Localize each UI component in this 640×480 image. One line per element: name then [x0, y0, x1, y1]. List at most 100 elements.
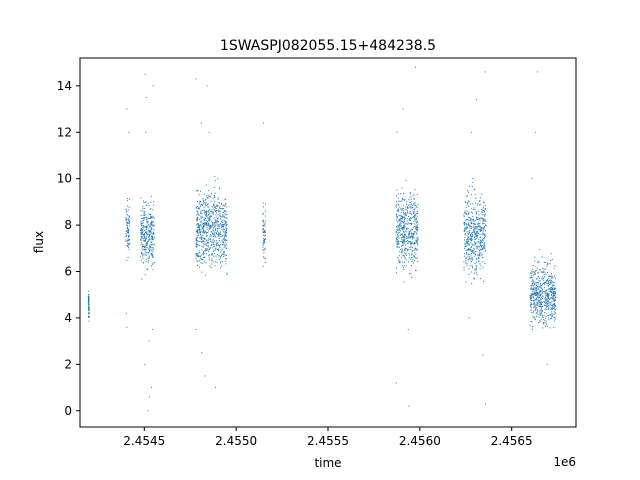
data-point [537, 298, 539, 300]
data-point [414, 241, 416, 243]
data-point [150, 215, 152, 217]
data-point [552, 307, 554, 309]
data-point [542, 305, 544, 307]
outlier-point [201, 352, 203, 354]
data-point [146, 220, 148, 222]
data-point [150, 216, 152, 218]
data-point [472, 220, 474, 222]
data-point [552, 297, 554, 299]
data-point [401, 215, 403, 217]
data-point [546, 289, 548, 291]
data-point [198, 252, 200, 254]
data-point [205, 250, 207, 252]
data-point [88, 317, 90, 319]
data-point [214, 210, 216, 212]
data-point [212, 221, 214, 223]
data-point [476, 245, 478, 247]
data-point [551, 307, 553, 309]
data-point [471, 232, 473, 234]
data-point [469, 230, 471, 232]
data-point [409, 272, 411, 274]
data-point [541, 310, 543, 312]
data-point [405, 223, 407, 225]
data-point [550, 313, 552, 315]
data-point [474, 269, 476, 271]
data-point [216, 242, 218, 244]
data-point [196, 240, 198, 242]
data-point [546, 282, 548, 284]
data-point [215, 222, 217, 224]
data-point [468, 213, 470, 215]
data-point [215, 248, 217, 250]
data-point [211, 254, 213, 256]
data-point [198, 208, 200, 210]
data-point [147, 231, 149, 233]
data-point [549, 302, 551, 304]
data-point [149, 213, 151, 215]
data-point [548, 307, 550, 309]
data-point [210, 233, 212, 235]
data-point [206, 210, 208, 212]
data-point [470, 242, 472, 244]
data-point [196, 214, 198, 216]
data-point [540, 296, 542, 298]
data-point [215, 209, 217, 211]
data-point [224, 239, 226, 241]
data-point [413, 254, 415, 256]
data-point [479, 230, 481, 232]
data-point [198, 231, 200, 233]
data-point [198, 214, 200, 216]
data-point [400, 217, 402, 219]
data-point [414, 189, 416, 191]
data-point [395, 216, 397, 218]
data-point [152, 239, 154, 241]
outlier-point [475, 99, 477, 101]
data-point [198, 226, 200, 228]
data-point [264, 230, 266, 232]
data-point [144, 245, 146, 247]
data-point [262, 212, 264, 214]
data-point [144, 254, 146, 256]
data-point [206, 235, 208, 237]
data-point [480, 211, 482, 213]
data-point [473, 247, 475, 249]
data-point [128, 235, 130, 237]
data-point [484, 210, 486, 212]
data-point [148, 228, 150, 230]
data-point [411, 243, 413, 245]
data-point [226, 230, 228, 232]
data-point [144, 229, 146, 231]
data-point [141, 253, 143, 255]
data-point [475, 233, 477, 235]
data-point [202, 229, 204, 231]
data-point [464, 242, 466, 244]
data-point [219, 208, 221, 210]
data-point [208, 196, 210, 198]
data-point [397, 221, 399, 223]
data-point [397, 209, 399, 211]
data-point [534, 299, 536, 301]
data-point [396, 213, 398, 215]
data-point [417, 239, 419, 241]
data-point [477, 228, 479, 230]
data-point [207, 217, 209, 219]
data-point [152, 225, 154, 227]
data-point [479, 254, 481, 256]
outlier-point [408, 405, 410, 407]
outlier-point [407, 329, 409, 331]
data-point [200, 204, 202, 206]
data-point [209, 195, 211, 197]
x-tick-label: 2.4560 [399, 434, 441, 448]
data-point [195, 239, 197, 241]
data-point [205, 262, 207, 264]
data-point [416, 228, 418, 230]
data-point [223, 210, 225, 212]
data-point [152, 251, 154, 253]
data-point [474, 194, 476, 196]
data-point [219, 212, 221, 214]
data-point [538, 288, 540, 290]
data-point [475, 237, 477, 239]
data-point [473, 207, 475, 209]
data-point [477, 232, 479, 234]
data-point [482, 210, 484, 212]
